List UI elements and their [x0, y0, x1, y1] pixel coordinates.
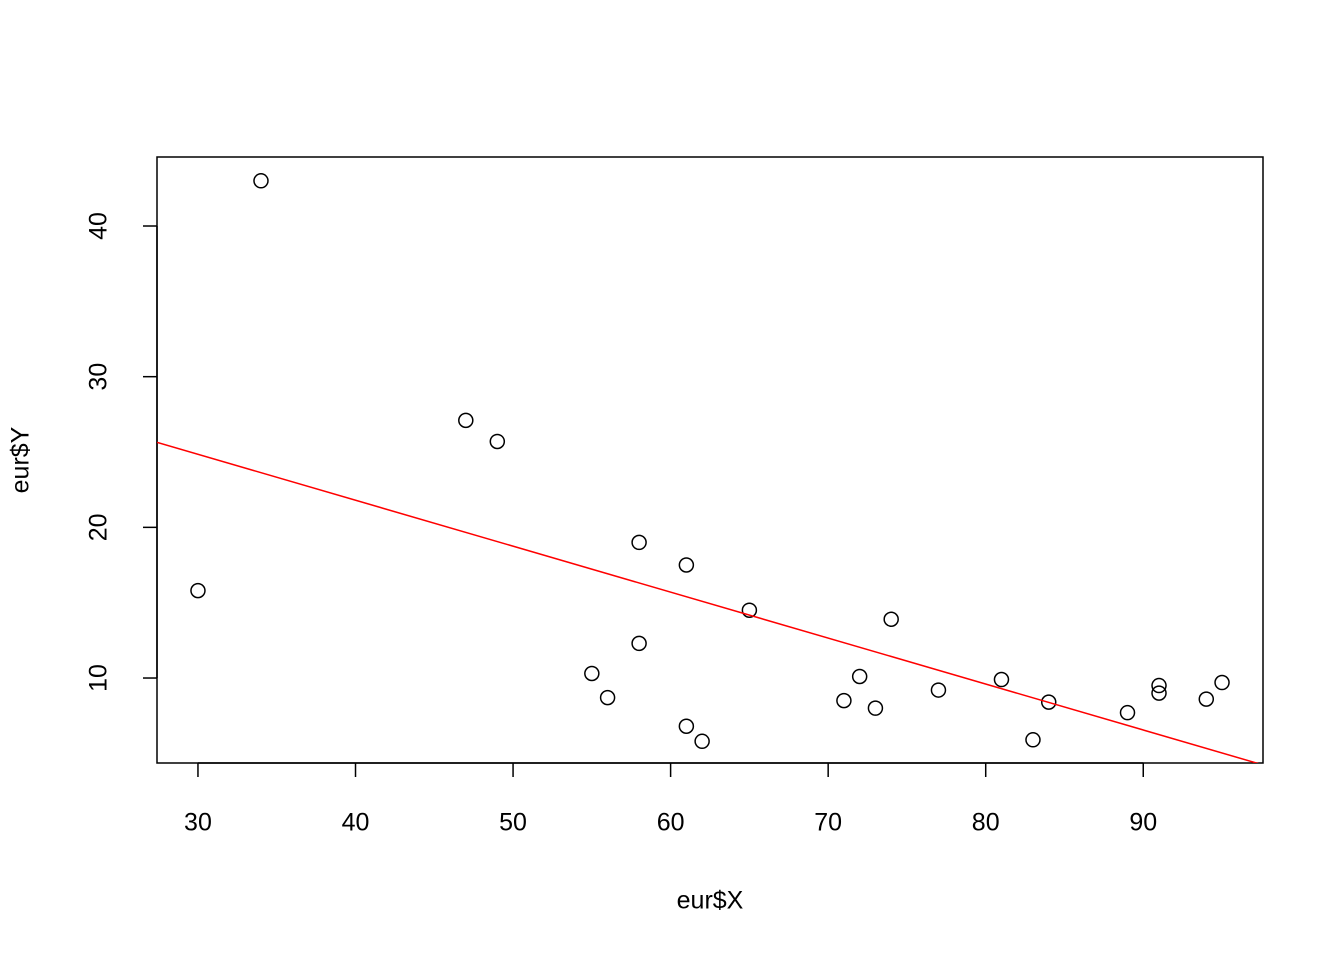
point [458, 412, 474, 429]
point [883, 611, 899, 628]
point [741, 602, 758, 618]
y-tick-label: 40 [85, 212, 113, 240]
y-axis-label: eur$Y [7, 426, 35, 493]
point [694, 733, 710, 750]
point [253, 173, 269, 189]
x-tick-label: 40 [342, 809, 370, 837]
x-tick-label: 60 [657, 809, 685, 837]
x-tick-label: 30 [184, 809, 212, 837]
point [678, 718, 695, 734]
point [190, 582, 206, 599]
point [1119, 704, 1136, 721]
x-tick-label: 80 [972, 809, 1000, 837]
point [867, 700, 884, 716]
point [836, 692, 852, 709]
x-tick-label: 70 [814, 809, 842, 837]
point [1214, 674, 1230, 691]
point [1025, 732, 1041, 748]
x-tick-label: 50 [499, 809, 527, 837]
x-axis-label: eur$X [677, 887, 744, 915]
point [631, 635, 647, 652]
point [1151, 685, 1167, 701]
point [1040, 694, 1057, 710]
x-tick-label: 90 [1129, 809, 1157, 837]
y-tick-label: 10 [85, 664, 113, 692]
point [993, 671, 1010, 688]
point [1151, 677, 1167, 694]
y-tick-label: 30 [85, 363, 113, 391]
point [930, 682, 947, 698]
point [489, 433, 506, 450]
point [599, 689, 616, 706]
point [678, 557, 695, 573]
y-tick-label: 20 [85, 513, 113, 541]
point [851, 668, 868, 685]
plot-frame [156, 156, 1264, 764]
point [631, 534, 647, 551]
point [584, 665, 600, 682]
point [1198, 691, 1215, 707]
regression-line [157, 441, 1260, 763]
